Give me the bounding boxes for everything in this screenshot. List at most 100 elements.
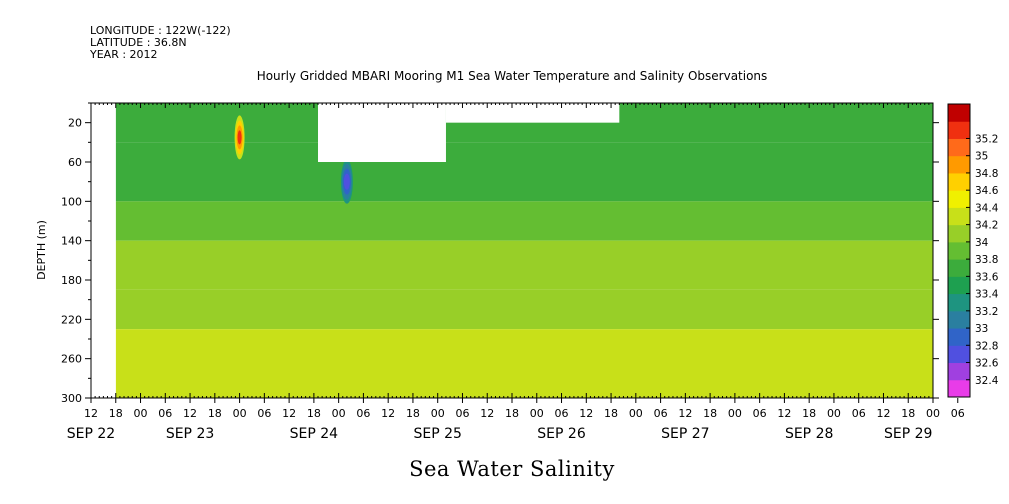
x-tick-label: 06	[555, 407, 569, 420]
x-tick-label: 18	[604, 407, 618, 420]
salinity-band	[115, 329, 933, 398]
x-tick-label: 12	[678, 407, 692, 420]
salinity-anomaly	[340, 159, 353, 204]
colorbar-swatch	[948, 138, 970, 157]
colorbar-label: 35	[975, 151, 988, 163]
x-date-label: SEP 27	[661, 426, 709, 442]
y-tick-label: 260	[61, 353, 82, 366]
y-tick-label: 140	[61, 235, 82, 248]
colorbar-label: 32.6	[975, 358, 999, 370]
salinity-band	[115, 289, 933, 330]
x-tick-label: 18	[505, 407, 519, 420]
x-tick-label: 18	[208, 407, 222, 420]
y-tick-label: 180	[61, 274, 82, 287]
x-tick-label: 06	[951, 407, 965, 420]
x-tick-label: 12	[183, 407, 197, 420]
x-date-label: SEP 26	[537, 426, 586, 442]
y-tick-label: 300	[61, 392, 82, 405]
x-tick-label: 00	[233, 407, 247, 420]
colorbar-swatch	[948, 259, 970, 277]
colorbar-swatch	[948, 328, 970, 346]
colorbar-swatch	[948, 104, 970, 122]
colorbar-swatch	[948, 207, 970, 226]
colorbar-swatch	[948, 379, 970, 398]
colorbar-frame	[947, 103, 971, 398]
x-tick-label: 00	[431, 407, 445, 420]
x-date-label: SEP 29	[884, 426, 932, 442]
x-tick-label: 18	[406, 407, 420, 420]
colorbar-swatch	[948, 310, 970, 329]
x-tick-label: 00	[629, 407, 643, 420]
salinity-band	[115, 201, 933, 241]
x-tick-label: 12	[381, 407, 395, 420]
colorbar-swatch	[948, 362, 970, 381]
colorbar-swatch	[948, 276, 970, 295]
x-tick-label: 18	[307, 407, 321, 420]
x-tick-label: 00	[530, 407, 544, 420]
colorbar-label: 32.4	[975, 375, 999, 387]
x-date-label: SEP 28	[785, 426, 833, 442]
salinity-band	[115, 142, 933, 202]
x-tick-label: 12	[876, 407, 890, 420]
colorbar-label: 33.2	[975, 306, 998, 318]
x-date-label: SEP 25	[413, 426, 461, 442]
colorbar-swatch	[948, 224, 970, 243]
latitude-label: LATITUDE : 36.8N	[90, 36, 187, 49]
colorbar-label: 33.8	[975, 254, 998, 266]
x-tick-label: 00	[728, 407, 742, 420]
colorbar-label: 34.8	[975, 168, 998, 180]
data-gap	[318, 103, 446, 162]
x-tick-label: 06	[654, 407, 668, 420]
colorbar-label: 34.4	[975, 202, 999, 214]
x-tick-label: 18	[901, 407, 915, 420]
colorbar-label: 33.4	[975, 289, 999, 301]
x-tick-label: 00	[134, 407, 148, 420]
x-tick-label: 12	[579, 407, 593, 420]
x-tick-label: 12	[480, 407, 494, 420]
x-tick-label: 18	[802, 407, 816, 420]
variable-label: Sea Water Salinity	[409, 457, 615, 481]
x-tick-label: 00	[926, 407, 940, 420]
colorbar-label: 33.6	[975, 271, 999, 283]
colorbar-swatch	[948, 155, 970, 174]
colorbar-label: 34.2	[975, 220, 998, 232]
colorbar-swatch	[948, 172, 970, 191]
x-tick-label: 00	[332, 407, 346, 420]
colorbar-label: 34	[975, 237, 989, 249]
y-tick-label: 100	[61, 195, 82, 208]
y-axis-label: DEPTH (m)	[35, 220, 48, 280]
salinity-anomaly	[234, 115, 245, 160]
chart-title: Hourly Gridded MBARI Mooring M1 Sea Wate…	[257, 69, 768, 83]
salinity-band	[115, 240, 933, 290]
x-date-label: SEP 23	[166, 426, 214, 442]
y-tick-label: 20	[68, 117, 82, 130]
colorbar-swatch	[948, 190, 970, 208]
data-gap	[445, 103, 620, 123]
x-tick-label: 06	[257, 407, 271, 420]
longitude-label: LONGITUDE : 122W(-122)	[90, 24, 231, 37]
year-label: YEAR : 2012	[90, 48, 158, 61]
x-tick-label: 06	[455, 407, 469, 420]
y-tick-label: 60	[68, 156, 82, 169]
x-tick-label: 06	[158, 407, 172, 420]
x-tick-label: 12	[282, 407, 296, 420]
colorbar-swatch	[948, 241, 970, 260]
colorbar-swatch	[948, 293, 970, 312]
x-tick-label: 12	[84, 407, 98, 420]
colorbar-label: 32.8	[975, 340, 998, 352]
colorbar-label: 34.6	[975, 185, 999, 197]
x-date-label: SEP 22	[67, 426, 115, 442]
colorbar-swatch	[948, 121, 970, 139]
x-tick-label: 00	[827, 407, 841, 420]
x-tick-label: 06	[356, 407, 370, 420]
x-tick-label: 12	[777, 407, 791, 420]
colorbar-label: 35.2	[975, 133, 998, 145]
colorbar-swatch	[948, 345, 970, 364]
x-date-label: SEP 24	[290, 426, 339, 442]
x-tick-label: 06	[852, 407, 866, 420]
x-tick-label: 18	[109, 407, 123, 420]
x-tick-label: 06	[753, 407, 767, 420]
no-data-region	[91, 103, 116, 398]
x-tick-label: 18	[703, 407, 717, 420]
